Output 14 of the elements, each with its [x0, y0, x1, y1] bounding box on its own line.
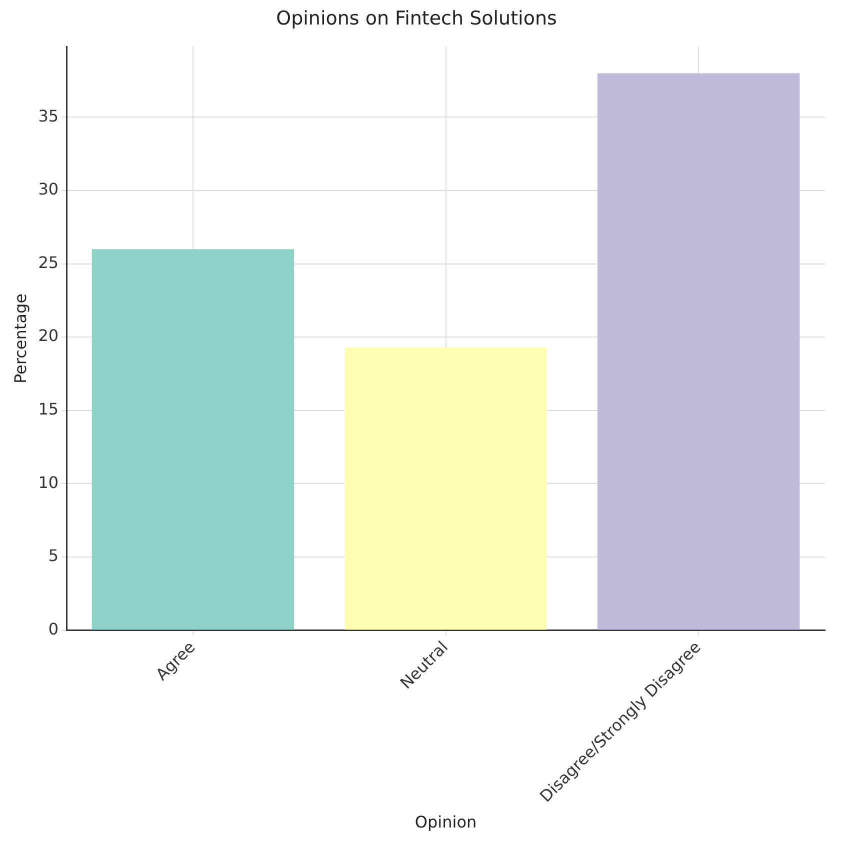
y-tick-label: 15	[38, 400, 59, 419]
chart-title: Opinions on Fintech Solutions	[276, 7, 557, 30]
y-tick-label: 25	[38, 252, 59, 272]
bar	[597, 73, 800, 630]
y-tick-label: 10	[38, 472, 59, 492]
bar	[92, 249, 294, 630]
y-tick-label: 5	[48, 546, 59, 566]
y-axis-title: Percentage	[10, 294, 30, 384]
y-tick-label: 35	[38, 106, 59, 126]
x-axis-title: Opinion	[414, 812, 477, 832]
y-tick-label: 30	[38, 180, 59, 199]
y-tick-label: 0	[48, 619, 59, 638]
y-tick-label: 20	[38, 326, 59, 346]
bar	[344, 347, 547, 630]
